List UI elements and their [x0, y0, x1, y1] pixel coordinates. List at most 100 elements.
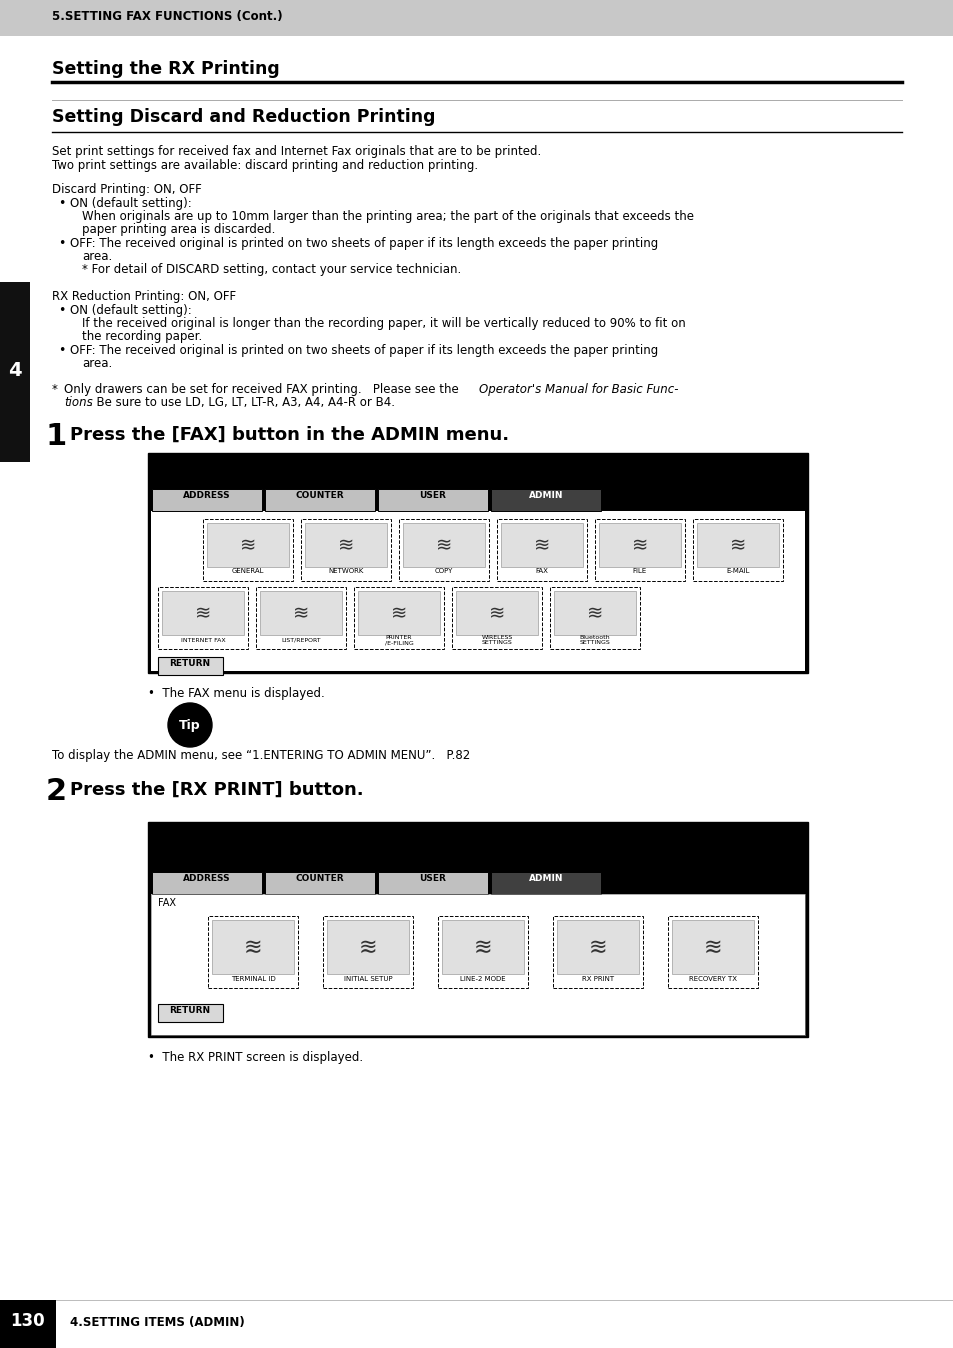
Bar — [0, 1299, 953, 1348]
Text: •: • — [58, 197, 66, 210]
Bar — [327, 919, 409, 975]
Text: Press the [FAX] button in the ADMIN menu.: Press the [FAX] button in the ADMIN menu… — [70, 426, 509, 443]
Text: ≋: ≋ — [293, 604, 309, 624]
Bar — [497, 519, 586, 581]
Bar — [671, 919, 753, 975]
Bar — [323, 917, 413, 988]
Text: *: * — [52, 383, 58, 396]
Bar — [212, 919, 294, 975]
Bar — [265, 489, 375, 511]
Bar — [208, 917, 297, 988]
Text: the recording paper.: the recording paper. — [82, 330, 202, 342]
Bar — [697, 523, 779, 568]
Text: OFF: The received original is printed on two sheets of paper if its length excee: OFF: The received original is printed on… — [70, 237, 658, 249]
Text: Tip: Tip — [179, 718, 200, 732]
Text: LIST/REPORT: LIST/REPORT — [281, 638, 320, 643]
Text: Setting Discard and Reduction Printing: Setting Discard and Reduction Printing — [52, 108, 435, 125]
Text: Only drawers can be set for received FAX printing.   Please see the: Only drawers can be set for received FAX… — [64, 383, 462, 396]
Text: paper printing area is discarded.: paper printing area is discarded. — [82, 222, 275, 236]
Text: COPY: COPY — [435, 568, 453, 574]
Bar — [553, 917, 642, 988]
Text: ≋: ≋ — [488, 604, 505, 624]
Bar — [148, 822, 807, 1037]
Bar — [151, 511, 804, 671]
Bar — [151, 894, 804, 1035]
Bar — [500, 523, 582, 568]
Text: RX PRINT: RX PRINT — [581, 976, 614, 981]
Text: RETURN: RETURN — [170, 1006, 211, 1015]
Text: PRINTER
/E-FILING: PRINTER /E-FILING — [384, 635, 413, 646]
Text: Set print settings for received fax and Internet Fax originals that are to be pr: Set print settings for received fax and … — [52, 146, 540, 158]
Bar — [692, 519, 782, 581]
Text: FILE: FILE — [632, 568, 646, 574]
Text: INTERNET FAX: INTERNET FAX — [180, 638, 225, 643]
Text: ≋: ≋ — [729, 537, 745, 555]
Text: RETURN: RETURN — [170, 659, 211, 669]
Bar — [0, 1299, 56, 1348]
Bar — [550, 586, 639, 648]
Text: ≋: ≋ — [588, 938, 607, 958]
Text: ON (default setting):: ON (default setting): — [70, 197, 192, 210]
Bar — [491, 872, 600, 894]
Bar — [667, 917, 758, 988]
Bar — [152, 489, 262, 511]
Text: 1: 1 — [46, 422, 67, 452]
Text: If the received original is longer than the recording paper, it will be vertical: If the received original is longer than … — [82, 317, 685, 330]
Text: ≋: ≋ — [703, 938, 721, 958]
Bar — [255, 586, 346, 648]
Bar — [441, 919, 523, 975]
Bar — [151, 894, 804, 1035]
Bar — [398, 519, 489, 581]
Text: •: • — [58, 344, 66, 357]
Bar — [158, 1004, 223, 1022]
Text: ≋: ≋ — [534, 537, 550, 555]
Text: OFF: The received original is printed on two sheets of paper if its length excee: OFF: The received original is printed on… — [70, 344, 658, 357]
Bar — [377, 489, 488, 511]
Text: ON (default setting):: ON (default setting): — [70, 305, 192, 317]
Text: ≋: ≋ — [243, 938, 262, 958]
Text: •  The RX PRINT screen is displayed.: • The RX PRINT screen is displayed. — [148, 1051, 363, 1064]
Text: RECOVERY TX: RECOVERY TX — [688, 976, 737, 981]
Text: When originals are up to 10mm larger than the printing area; the part of the ori: When originals are up to 10mm larger tha… — [82, 210, 693, 222]
Text: ≋: ≋ — [239, 537, 256, 555]
Text: ADMIN: ADMIN — [528, 874, 562, 883]
Text: ≋: ≋ — [436, 537, 452, 555]
Text: 4: 4 — [9, 360, 22, 380]
Text: * For detail of DISCARD setting, contact your service technician.: * For detail of DISCARD setting, contact… — [82, 263, 460, 276]
Bar — [301, 519, 391, 581]
Text: LINE-2 MODE: LINE-2 MODE — [459, 976, 505, 981]
Text: COUNTER: COUNTER — [295, 874, 344, 883]
Text: ≋: ≋ — [194, 604, 211, 624]
Text: TERMINAL ID: TERMINAL ID — [231, 976, 275, 981]
Bar — [554, 590, 636, 635]
Text: COUNTER: COUNTER — [295, 491, 344, 500]
Bar — [456, 590, 537, 635]
Bar — [452, 586, 541, 648]
Bar — [207, 523, 289, 568]
Text: ≋: ≋ — [586, 604, 602, 624]
Bar — [305, 523, 387, 568]
Text: Press the [RX PRINT] button.: Press the [RX PRINT] button. — [70, 780, 363, 799]
Text: •  The FAX menu is displayed.: • The FAX menu is displayed. — [148, 687, 324, 700]
Text: NETWORK: NETWORK — [328, 568, 363, 574]
Bar — [357, 590, 439, 635]
Bar — [595, 519, 684, 581]
Circle shape — [168, 704, 212, 747]
Text: 130: 130 — [10, 1312, 45, 1330]
Text: USER: USER — [419, 874, 446, 883]
Bar — [203, 519, 293, 581]
Bar — [0, 0, 953, 36]
Bar — [265, 872, 375, 894]
Bar — [148, 453, 807, 673]
Text: ADMIN: ADMIN — [528, 491, 562, 500]
Text: area.: area. — [82, 357, 112, 369]
Text: ≋: ≋ — [474, 938, 492, 958]
Text: RX Reduction Printing: ON, OFF: RX Reduction Printing: ON, OFF — [52, 290, 236, 303]
Bar — [0, 282, 30, 462]
Bar — [158, 656, 223, 675]
Text: INITIAL SETUP: INITIAL SETUP — [343, 976, 392, 981]
Text: WIRELESS
SETTINGS: WIRELESS SETTINGS — [481, 635, 512, 646]
Bar — [152, 872, 262, 894]
Text: FAX: FAX — [158, 898, 175, 909]
Text: 5.SETTING FAX FUNCTIONS (Cont.): 5.SETTING FAX FUNCTIONS (Cont.) — [52, 9, 282, 23]
